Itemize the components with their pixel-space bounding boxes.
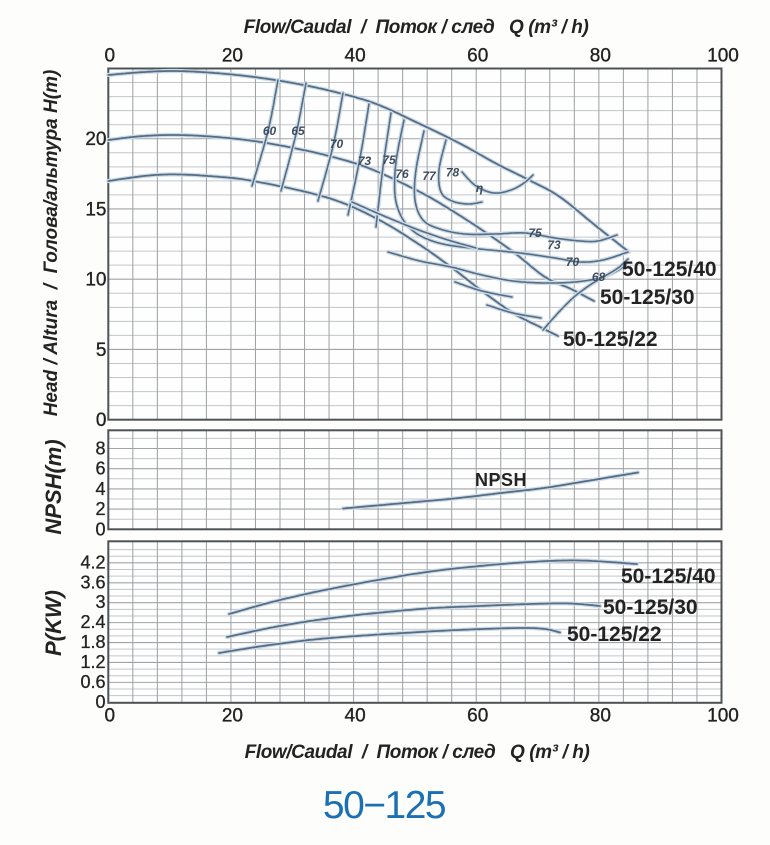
svg-text:1.8: 1.8 <box>80 632 105 652</box>
svg-text:Head / Altura / Голова/альту: Head / Altura / Голова/альтура H(m) <box>41 70 62 417</box>
svg-text:6: 6 <box>95 459 105 479</box>
svg-text:50-125/30: 50-125/30 <box>603 596 698 619</box>
svg-text:Flow/Caudal / Поток / след: Flow/Caudal / Поток / след Q (m³ / h) <box>245 742 590 763</box>
svg-text:60: 60 <box>467 46 488 67</box>
svg-text:80: 80 <box>590 706 611 727</box>
svg-text:50-125/22: 50-125/22 <box>567 623 662 646</box>
svg-text:73: 73 <box>547 238 561 252</box>
svg-text:2: 2 <box>95 499 105 519</box>
svg-text:2.4: 2.4 <box>80 612 105 632</box>
svg-text:3.6: 3.6 <box>80 572 105 592</box>
svg-text:10: 10 <box>85 270 106 291</box>
svg-text:65: 65 <box>291 124 305 138</box>
svg-text:0.6: 0.6 <box>80 672 105 692</box>
svg-text:77: 77 <box>422 169 437 183</box>
svg-text:50-125/22: 50-125/22 <box>563 328 658 351</box>
svg-text:70: 70 <box>330 137 344 151</box>
svg-text:3: 3 <box>95 592 105 612</box>
svg-text:73: 73 <box>358 154 372 168</box>
svg-text:P(KW): P(KW) <box>41 590 66 656</box>
svg-text:20: 20 <box>85 129 106 150</box>
svg-text:50-125/40: 50-125/40 <box>622 258 717 281</box>
svg-text:Flow/Caudal / Поток / след: Flow/Caudal / Поток / след Q (m³ / h) <box>244 17 589 38</box>
svg-text:80: 80 <box>590 46 611 67</box>
svg-text:0: 0 <box>95 692 105 712</box>
svg-text:100: 100 <box>707 46 739 67</box>
svg-text:60: 60 <box>467 706 488 727</box>
svg-text:5: 5 <box>96 340 107 361</box>
svg-text:4.2: 4.2 <box>80 552 105 572</box>
svg-text:15: 15 <box>85 199 106 220</box>
svg-text:NPSH(m): NPSH(m) <box>41 439 66 534</box>
svg-text:40: 40 <box>345 46 366 67</box>
svg-text:20: 20 <box>222 46 243 67</box>
svg-text:100: 100 <box>707 706 739 727</box>
svg-text:68: 68 <box>592 270 606 284</box>
svg-text:η: η <box>476 181 483 195</box>
svg-text:1.2: 1.2 <box>80 652 105 672</box>
svg-text:50-125/40: 50-125/40 <box>621 565 716 588</box>
svg-text:50−125: 50−125 <box>323 784 446 827</box>
svg-text:75: 75 <box>528 226 542 240</box>
svg-text:NPSH: NPSH <box>475 470 527 490</box>
svg-text:20: 20 <box>222 706 243 727</box>
svg-text:4: 4 <box>95 479 105 499</box>
svg-text:60: 60 <box>263 124 277 138</box>
svg-text:0: 0 <box>95 519 105 539</box>
svg-text:0: 0 <box>105 46 116 67</box>
svg-text:0: 0 <box>96 410 107 431</box>
svg-text:78: 78 <box>446 166 460 180</box>
svg-text:75: 75 <box>382 153 396 167</box>
svg-text:50-125/30: 50-125/30 <box>600 286 695 309</box>
svg-text:76: 76 <box>395 167 409 181</box>
svg-text:0: 0 <box>105 706 116 727</box>
svg-text:70: 70 <box>566 255 580 269</box>
svg-text:8: 8 <box>95 439 105 459</box>
svg-text:40: 40 <box>345 706 366 727</box>
